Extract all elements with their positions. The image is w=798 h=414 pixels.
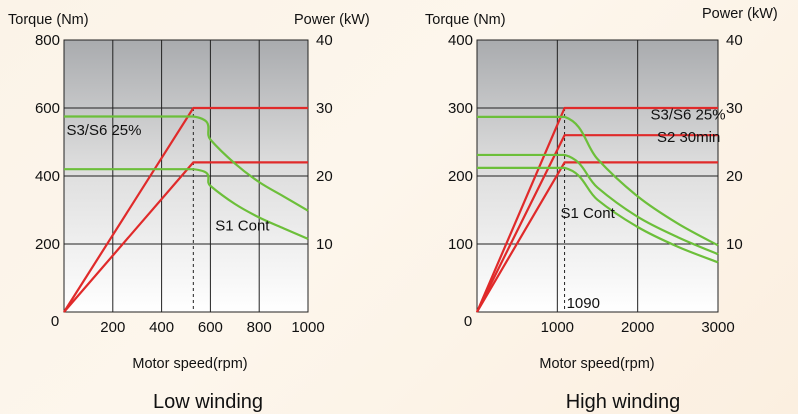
torque-curve-5 xyxy=(477,166,719,264)
x-tick-label: 3000 xyxy=(701,319,734,336)
x-tick-label: 0 xyxy=(464,313,472,330)
series-lines xyxy=(475,106,719,313)
torque-curve-4 xyxy=(477,153,719,256)
y-tick-label: 600 xyxy=(35,100,60,117)
y-tick-label: 400 xyxy=(35,168,60,185)
annotation-label: S2 30min xyxy=(657,129,720,146)
y-tick-label: 100 xyxy=(448,236,473,253)
y2-tick-label: 20 xyxy=(316,168,333,185)
annotations: S3/S6 25% S2 30min S1 Cont xyxy=(561,107,726,223)
x-axis-title: Motor speed(rpm) xyxy=(539,356,654,372)
plot-frame xyxy=(63,39,309,313)
x-tick-label: 800 xyxy=(247,319,272,336)
annotation-label: S1 Cont xyxy=(561,205,616,222)
annotations: S3/S6 25% S1 Cont xyxy=(66,122,270,234)
annotation-label: S3/S6 25% xyxy=(66,122,141,139)
y-axis-title-right: Power (kW) xyxy=(294,12,370,28)
power-curve-2 xyxy=(476,161,718,313)
power-curve-1 xyxy=(476,134,718,313)
y-tick-label: 800 xyxy=(35,32,60,49)
y2-tick-label: 30 xyxy=(316,100,333,117)
x-tick-label: 1000 xyxy=(541,319,574,336)
y2-tick-label: 10 xyxy=(316,236,333,253)
chart-title: Low winding xyxy=(153,391,263,413)
x-tick-label: 200 xyxy=(100,319,125,336)
x-tick-label: 600 xyxy=(198,319,223,336)
power-curve-0 xyxy=(475,106,718,313)
x-tick-label: 0 xyxy=(51,313,59,330)
chart-low-winding: 0 200 400 600 800 1000 200 400 600 800 10 20 30 40 To… xyxy=(8,12,370,413)
torque-curve-3 xyxy=(64,168,309,240)
tick-labels: 0 1000 2000 3000 100 200 300 400 10 20 30 40 1090 xyxy=(448,32,743,336)
y-axis-title-right: Power (kW) xyxy=(702,6,778,22)
x-tick-label: 1000 xyxy=(291,319,324,336)
y-tick-label: 300 xyxy=(448,100,473,117)
x-axis-title: Motor speed(rpm) xyxy=(132,356,247,372)
y-axis-title-left: Torque (Nm) xyxy=(8,12,89,28)
y2-tick-label: 30 xyxy=(726,100,743,117)
annotation-label: S1 Cont xyxy=(215,217,270,234)
y2-tick-label: 10 xyxy=(726,236,743,253)
annotation-label: S3/S6 25% xyxy=(651,107,726,124)
y2-tick-label: 40 xyxy=(726,32,743,49)
y-tick-label: 200 xyxy=(448,168,473,185)
base-speed-label: 1090 xyxy=(567,295,600,312)
tick-labels: 0 200 400 600 800 1000 200 400 600 800 10 20 30 40 xyxy=(35,32,333,336)
y-axis-title-left: Torque (Nm) xyxy=(425,12,506,28)
torque-curve-3 xyxy=(477,115,719,247)
y2-tick-label: 40 xyxy=(316,32,333,49)
chart-high-winding: 0 1000 2000 3000 100 200 300 400 10 20 30 40 1090 To… xyxy=(425,6,778,413)
y-tick-label: 200 xyxy=(35,236,60,253)
plot-frame xyxy=(476,39,719,313)
x-tick-label: 400 xyxy=(149,319,174,336)
chart-title: High winding xyxy=(566,391,681,413)
x-tick-label: 2000 xyxy=(621,319,654,336)
series-lines xyxy=(63,106,309,313)
y2-tick-label: 20 xyxy=(726,168,743,185)
torque-curve-2 xyxy=(64,115,309,212)
power-curve-1 xyxy=(63,161,308,313)
power-curve-0 xyxy=(63,106,308,313)
y-tick-label: 400 xyxy=(448,32,473,49)
